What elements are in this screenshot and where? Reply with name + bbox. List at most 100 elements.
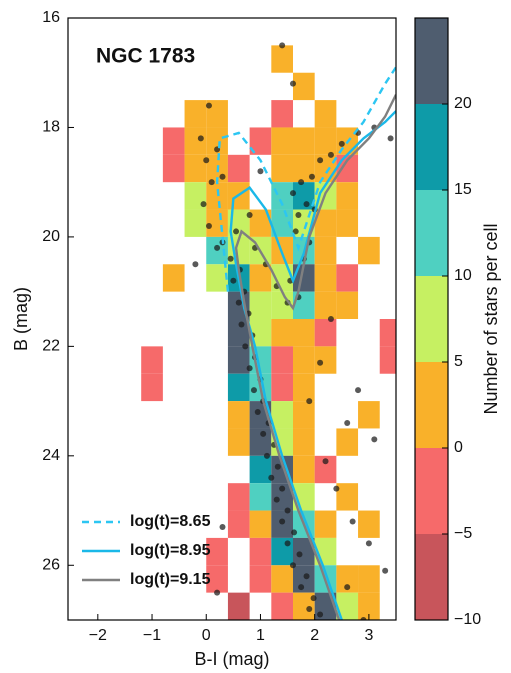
colorbar-segment — [415, 448, 448, 534]
x-tick-label: −2 — [89, 627, 107, 644]
star — [344, 419, 351, 426]
cell — [271, 565, 293, 593]
cell — [292, 373, 315, 402]
colorbar-tick-label: 0 — [454, 439, 463, 456]
cell — [336, 291, 359, 319]
colorbar-tick-label: 20 — [454, 95, 472, 112]
star — [291, 529, 298, 536]
star — [227, 255, 234, 262]
star — [279, 42, 286, 49]
star — [268, 474, 275, 481]
star — [310, 595, 317, 602]
star — [203, 157, 210, 164]
cell — [379, 346, 396, 374]
cell — [314, 319, 337, 347]
cell — [249, 291, 272, 319]
cell — [227, 483, 250, 511]
cell — [206, 100, 228, 128]
cell — [162, 264, 185, 292]
x-tick-label: 1 — [256, 627, 265, 644]
star — [371, 436, 378, 443]
star — [263, 452, 270, 459]
star — [238, 321, 245, 328]
x-axis-label: B-I (mag) — [194, 649, 269, 669]
cell — [271, 45, 293, 73]
colorbar-segment — [415, 190, 448, 276]
annotation: NGC 1783 — [96, 45, 195, 68]
star — [192, 261, 199, 268]
cell — [227, 592, 250, 620]
star — [273, 496, 280, 503]
star — [219, 523, 226, 530]
star — [306, 606, 313, 613]
colorbar-frame — [414, 17, 449, 621]
cell — [271, 154, 293, 183]
isochrone — [215, 66, 396, 292]
star — [303, 573, 310, 580]
cell — [249, 455, 272, 484]
cell — [249, 346, 272, 374]
star — [250, 387, 257, 394]
star — [322, 458, 329, 465]
cell — [249, 428, 272, 456]
cell — [184, 100, 207, 128]
cell — [271, 373, 293, 402]
y-tick-label: 20 — [42, 228, 60, 245]
cell — [206, 264, 228, 292]
star — [197, 135, 204, 142]
cell — [336, 483, 359, 511]
star — [327, 316, 334, 322]
star — [289, 190, 296, 197]
cell — [271, 346, 293, 374]
cell — [314, 100, 337, 128]
star — [298, 584, 305, 591]
cell — [227, 428, 250, 456]
colorbar-tick-label: −5 — [454, 525, 472, 542]
star — [235, 299, 242, 306]
cell — [141, 373, 163, 402]
star — [296, 551, 303, 558]
colorbar-tick-label: 15 — [454, 181, 472, 198]
cell — [336, 264, 359, 292]
cell — [271, 182, 293, 210]
cell — [271, 100, 293, 128]
star — [214, 589, 221, 596]
star — [327, 151, 334, 158]
cell — [314, 127, 337, 155]
star — [306, 398, 313, 405]
star — [205, 222, 212, 229]
legend-text: log(t)=9.15 — [130, 571, 211, 588]
cell — [336, 592, 359, 620]
y-tick-label: 18 — [42, 119, 60, 136]
cell — [358, 510, 380, 538]
plot-frame — [67, 17, 397, 621]
star — [292, 228, 299, 235]
cell — [358, 592, 380, 620]
cell — [292, 428, 315, 456]
cell — [227, 373, 250, 402]
y-tick-label: 26 — [42, 556, 60, 573]
y-tick-label: 24 — [42, 447, 60, 464]
cell — [249, 127, 272, 155]
isochrone — [229, 110, 396, 620]
colorbar-segment — [415, 104, 448, 190]
cell — [271, 483, 293, 511]
cell — [292, 346, 315, 374]
x-tick-label: −1 — [143, 627, 161, 644]
y-tick-label: 16 — [42, 9, 60, 26]
star — [219, 173, 226, 180]
star — [289, 80, 296, 87]
star — [365, 540, 372, 547]
cell — [227, 209, 250, 237]
cell — [184, 209, 207, 237]
cell — [206, 182, 228, 210]
star — [254, 409, 261, 416]
x-tick-label: 0 — [202, 627, 211, 644]
cell — [292, 455, 315, 484]
cell — [271, 592, 293, 620]
star — [230, 277, 237, 284]
cell — [314, 291, 337, 319]
y-axis-label: B (mag) — [11, 287, 31, 351]
cell — [292, 154, 315, 183]
star — [355, 387, 362, 394]
